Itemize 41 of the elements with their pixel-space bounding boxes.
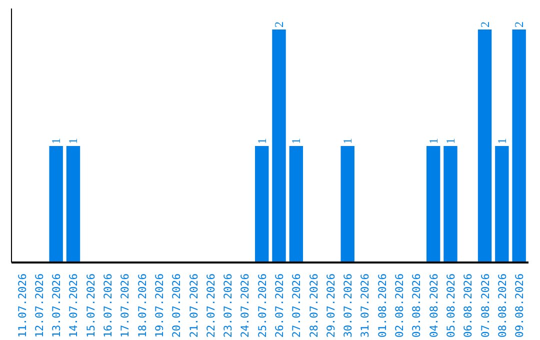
x-tick-label: 05.08.2026 [444, 274, 458, 338]
data-label: 1 [49, 138, 64, 144]
data-label: 1 [254, 138, 269, 144]
x-tick-label: 17.07.2026 [118, 274, 132, 338]
data-label: 1 [426, 138, 440, 144]
x-tick-label: 15.07.2026 [84, 274, 98, 338]
x-tick-label: 13.07.2026 [50, 274, 64, 338]
x-tick-label: 24.07.2026 [238, 274, 252, 338]
data-label: 2 [478, 21, 492, 28]
x-tick-label: 19.07.2026 [152, 274, 166, 338]
x-tick-label: 30.07.2026 [342, 274, 355, 338]
x-tick-label: 01.08.2026 [376, 274, 389, 338]
x-tick-label: 12.07.2026 [32, 274, 46, 338]
x-tick-label: 07.08.2026 [478, 274, 492, 338]
x-tick-label: 25.07.2026 [256, 274, 269, 338]
x-tick-label: 11.07.2026 [16, 274, 29, 338]
x-tick-label: 08.08.2026 [496, 274, 509, 338]
x-tick-label: 02.08.2026 [393, 274, 406, 338]
x-tick-label: 03.08.2026 [410, 274, 424, 338]
x-tick-label: 09.08.2026 [513, 274, 526, 338]
x-tick-label: 29.07.2026 [324, 274, 338, 338]
data-label: 1 [340, 138, 355, 144]
x-tick-label: 06.08.2026 [462, 274, 475, 338]
x-tick-label: 31.07.2026 [358, 274, 372, 338]
x-tick-label: 04.08.2026 [427, 274, 440, 338]
x-tick-label: 20.07.2026 [170, 274, 184, 338]
x-tick-label: 14.07.2026 [67, 274, 80, 338]
x-tick-label: 27.07.2026 [290, 274, 304, 338]
data-label: 1 [289, 138, 304, 144]
data-label: 1 [66, 138, 80, 144]
data-label: 1 [494, 138, 509, 144]
data-label: 2 [272, 21, 286, 28]
data-label: 1 [443, 138, 458, 144]
x-tick-label: 23.07.2026 [222, 274, 235, 338]
x-tick-label: 16.07.2026 [102, 274, 115, 338]
x-tick-label: 18.07.2026 [136, 274, 149, 338]
x-tick-label: 26.07.2026 [273, 274, 286, 338]
data-label: 2 [512, 21, 526, 28]
x-tick-label: 28.07.2026 [307, 274, 320, 338]
x-tick-label: 22.07.2026 [204, 274, 218, 338]
x-tick-label: 21.07.2026 [187, 274, 200, 338]
